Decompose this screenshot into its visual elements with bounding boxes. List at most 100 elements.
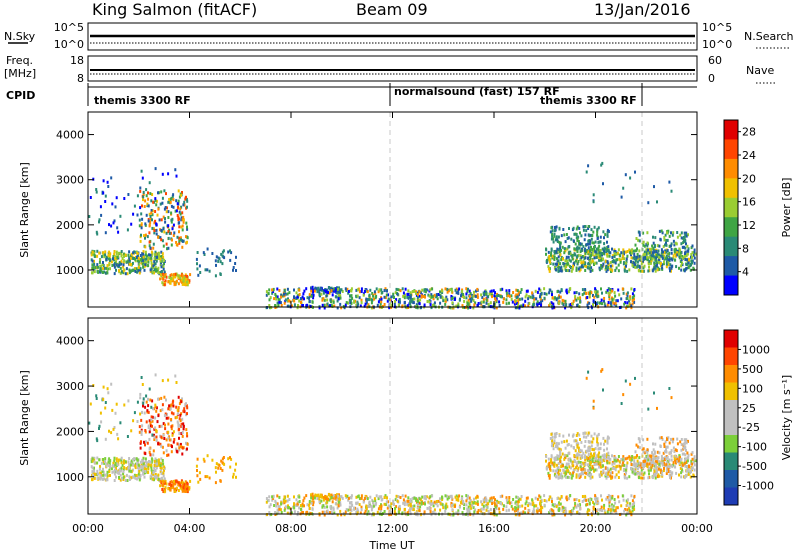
echo-cell [339,501,342,505]
echo-cell [409,500,412,504]
echo-cell [407,499,410,503]
echo-cell [559,468,562,472]
echo-cell [430,513,433,517]
echo-cell [559,243,562,247]
echo-cell [465,494,468,498]
echo-cell [614,268,617,272]
echo-cell [135,267,138,271]
echo-cell [162,482,165,486]
echo-cell [620,297,623,301]
echo-cell [594,494,597,498]
echo-cell [598,251,601,255]
echo-cell [142,257,145,261]
echo-cell [571,257,574,261]
echo-cell [170,196,173,200]
echo-cell [317,286,320,290]
echo-cell [113,265,116,269]
echo-cell [602,262,605,266]
echo-cell [593,248,596,252]
echo-cell [536,290,539,294]
echo-cell [624,301,627,305]
echo-cell [483,290,486,294]
echo-cell [629,504,632,508]
echo-cell [550,497,553,501]
echo-cell [140,233,142,237]
echo-cell [664,249,667,253]
echo-cell [112,221,115,225]
echo-cell [160,238,163,242]
echo-cell [154,469,157,472]
echo-cell [579,254,582,258]
echo-cell [630,513,633,517]
echo-cell [534,289,537,293]
echo-cell [570,460,573,464]
echo-cell [466,290,469,294]
y-tick-label: 1000 [56,264,84,277]
echo-cell [177,205,179,209]
echo-cell [471,293,474,297]
echo-cell [515,502,518,506]
echo-cell [360,287,363,291]
echo-cell [301,511,304,514]
echo-cell [321,505,324,509]
echo-cell [367,303,370,307]
echo-cell [480,293,483,297]
echo-cell [131,475,134,479]
echo-cell [140,418,143,422]
echo-cell [221,468,224,472]
echo-cell [115,457,118,461]
echo-cell [360,301,363,305]
echo-cell [112,427,115,431]
echo-cell [407,292,410,296]
echo-cell [550,253,552,257]
echo-cell [685,469,688,473]
echo-cell [435,500,438,503]
echo-cell [166,453,168,457]
echo-cell [539,288,542,292]
echo-cell [369,495,372,499]
echo-cell [602,230,605,234]
echo-cell [647,458,650,462]
echo-cell [146,461,148,465]
echo-cell [606,230,609,234]
echo-cell [381,290,384,294]
echo-cell [108,470,111,474]
echo-cell [136,194,139,198]
echo-cell [572,226,575,230]
echo-cell [613,291,616,295]
echo-cell [635,455,638,459]
echo-cell [145,194,148,198]
echo-cell [113,258,116,262]
echo-cell [409,291,412,295]
echo-cell [532,303,535,306]
echo-cell [684,258,687,261]
echo-cell [283,508,286,512]
echo-cell [607,301,610,304]
echo-cell [371,298,374,302]
echo-cell [545,248,548,252]
echo-cell [140,376,143,379]
echo-cell [554,474,557,478]
echo-cell [167,246,170,250]
echo-cell [677,252,680,256]
echo-cell [160,190,163,194]
echo-cell [522,303,525,307]
echo-cell [520,288,523,292]
echo-cell [124,272,127,276]
echo-cell [567,236,570,240]
echo-cell [664,233,667,237]
echo-cell [650,466,653,470]
echo-cell [293,506,296,510]
echo-cell [160,259,163,263]
echo-cell [597,501,600,505]
echo-cell [116,256,119,259]
echo-cell [186,278,189,282]
echo-cell [620,251,623,255]
echo-cell [111,408,114,412]
echo-cell [451,508,454,512]
echo-cell [447,496,450,500]
echo-cell [543,292,546,296]
echo-cell [467,513,470,517]
echo-cell [162,265,165,269]
echo-cell [557,269,560,273]
